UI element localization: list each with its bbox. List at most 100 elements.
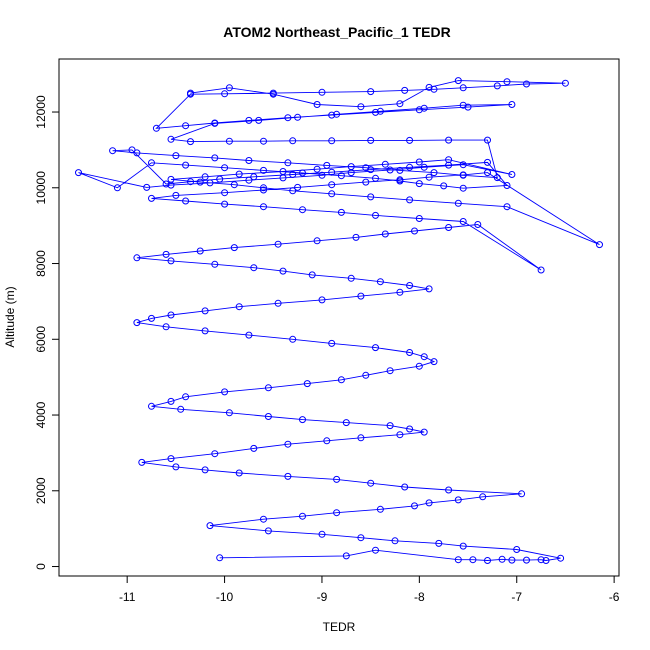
data-point — [172, 463, 180, 471]
data-point — [459, 542, 467, 550]
chart-title: ATOM2 Northeast_Pacific_1 TEDR — [223, 24, 450, 40]
data-point — [221, 388, 229, 396]
data-point — [445, 136, 453, 144]
data-point — [445, 224, 453, 231]
data-point — [415, 215, 423, 222]
data-point — [479, 493, 487, 501]
data-point — [245, 157, 253, 164]
data-point — [250, 173, 258, 181]
data-point — [225, 84, 233, 92]
data-point — [206, 522, 214, 530]
data-point — [342, 419, 350, 427]
data-point — [464, 103, 472, 111]
data-point — [216, 554, 224, 562]
data-point — [299, 169, 306, 177]
data-point — [401, 483, 409, 491]
data-point — [167, 181, 175, 189]
data-point — [396, 431, 404, 439]
data-point — [537, 266, 545, 274]
data-point — [201, 307, 209, 315]
data-point — [557, 554, 565, 562]
data-point — [596, 241, 603, 249]
data-point — [299, 512, 306, 520]
data-point — [308, 271, 316, 279]
y-tick-label-2: 4000 — [34, 401, 48, 428]
data-point — [221, 164, 229, 172]
data-point — [406, 349, 414, 356]
data-point — [406, 136, 414, 144]
data-point — [435, 539, 443, 547]
data-point — [148, 402, 155, 410]
data-point — [459, 101, 467, 109]
data-point — [420, 163, 428, 171]
data-point — [513, 546, 521, 553]
data-point — [260, 515, 267, 523]
data-point — [357, 534, 365, 542]
series-line-0 — [78, 80, 600, 561]
data-point — [459, 161, 467, 169]
data-point — [445, 486, 453, 494]
data-point — [454, 496, 462, 504]
data-point — [279, 267, 287, 275]
data-point — [260, 184, 267, 192]
data-point — [182, 122, 190, 130]
data-point — [216, 175, 224, 183]
data-point — [133, 149, 141, 157]
data-point — [313, 101, 321, 108]
data-point — [362, 164, 370, 172]
data-point — [396, 166, 404, 174]
y-tick-label-6: 12000 — [34, 95, 48, 129]
data-point — [381, 160, 389, 168]
x-tick-label-5: -6 — [609, 590, 620, 604]
data-point — [289, 171, 297, 178]
data-point — [415, 158, 423, 166]
data-point — [152, 124, 160, 132]
data-point — [162, 323, 170, 331]
data-point — [508, 556, 516, 564]
data-point — [333, 110, 341, 118]
data-point — [143, 183, 151, 191]
data-point — [162, 250, 170, 258]
data-point — [177, 405, 185, 413]
data-point — [162, 180, 170, 188]
data-point — [172, 191, 180, 199]
data-point — [187, 89, 194, 97]
data-point — [230, 181, 238, 189]
data-point — [211, 450, 219, 458]
data-point — [318, 88, 326, 96]
data-point — [128, 146, 136, 154]
data-point — [323, 161, 331, 169]
data-point — [508, 171, 516, 178]
data-point — [406, 163, 414, 171]
data-point — [284, 114, 292, 122]
data-point — [182, 393, 190, 401]
data-point — [493, 82, 501, 90]
data-point — [376, 107, 384, 115]
data-point — [274, 240, 282, 248]
data-point — [357, 103, 365, 111]
data-point — [430, 358, 438, 366]
data-point — [182, 161, 190, 169]
data-point — [313, 237, 321, 245]
data-point — [459, 218, 467, 225]
data-point — [196, 178, 204, 186]
data-point — [337, 208, 345, 216]
data-point — [279, 174, 287, 182]
data-point — [260, 203, 267, 211]
data-point — [264, 384, 272, 392]
data-point — [211, 260, 219, 268]
data-point — [269, 90, 277, 98]
data-point — [415, 106, 423, 114]
data-point — [274, 299, 282, 307]
data-point — [454, 556, 462, 564]
data-point — [498, 555, 506, 563]
data-point — [367, 479, 375, 487]
data-point — [406, 282, 414, 289]
data-point — [328, 137, 336, 145]
data-point — [328, 168, 336, 176]
y-tick-label-0: 0 — [34, 563, 48, 570]
data-point — [333, 509, 341, 517]
data-point — [260, 186, 267, 194]
data-point — [289, 187, 297, 195]
